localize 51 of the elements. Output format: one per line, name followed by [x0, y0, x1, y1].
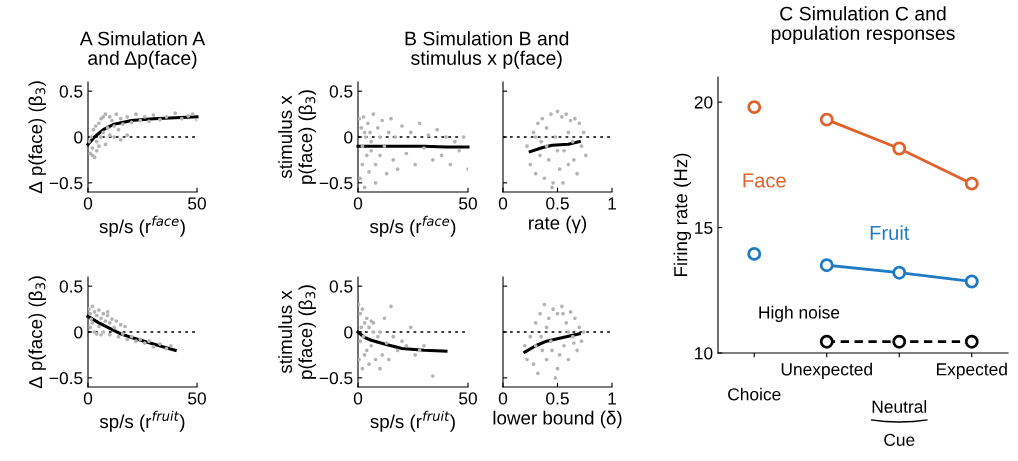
x-tick-label: 0 [83, 197, 93, 210]
x-tick-label: 0 [353, 392, 363, 405]
x-axis-title: sp/s (r$^{fruit}$) [370, 410, 455, 432]
x-axis-title: sp/s (r$^{face}$) [99, 215, 185, 237]
x-tick-label: 50 [459, 392, 477, 405]
y-tick-label: 0.5 [59, 280, 83, 293]
x-tick-label: 0.5 [546, 197, 569, 210]
x-tick-label: 1 [608, 197, 616, 210]
x-tick-label: Expected [936, 362, 1007, 379]
y-axis-title: Firing rate (Hz) [673, 153, 692, 276]
text: Cue [884, 433, 915, 446]
y-tick-label: −0.5 [319, 177, 353, 190]
y-tick-label: 0.5 [329, 85, 353, 98]
text: Face [743, 173, 786, 188]
y-tick-label: 20 [694, 96, 713, 109]
y-axis-title: Δ p(face) (β$_{3}$) [28, 276, 46, 389]
y-tick-label: 0 [344, 326, 353, 339]
x-axis-title: lower bound (δ) [493, 410, 622, 429]
y-tick-label: 10 [695, 347, 713, 360]
x-tick-label: Unexpected [781, 362, 872, 379]
x-tick-label: Choice [728, 387, 781, 401]
x-tick-label: 50 [459, 197, 477, 210]
x-tick-label: 0 [83, 392, 93, 405]
x-axis-title: sp/s (r$^{fruit}$) [99, 410, 185, 432]
y-axis-title: Δ p(face) (β$_{3}$) [28, 81, 46, 194]
series-label: Fruit [870, 225, 910, 241]
x-tick-label: 50 [188, 392, 206, 405]
y-tick-label: −0.5 [49, 177, 83, 190]
y-tick-label: 0 [74, 131, 83, 144]
x-tick-label: 1 [608, 392, 616, 405]
y-tick-label: −0.5 [319, 372, 353, 385]
x-axis-title: sp/s (r$^{face}$) [370, 215, 456, 237]
x-tick-label: 50 [188, 197, 206, 210]
series-label: High noise [759, 305, 840, 323]
x-axis-title: rate (γ) [529, 215, 587, 234]
y-tick-label: 0 [344, 131, 353, 144]
x-tick-label: 0 [498, 392, 508, 405]
y-tick-label: 15 [695, 221, 713, 235]
text: Neutral [872, 400, 927, 413]
y-tick-label: 0.5 [59, 85, 83, 98]
y-axis-title: stimulus x p(face) (β$_{3}$) [278, 285, 316, 379]
y-tick-label: 0 [74, 326, 83, 339]
y-tick-label: 0.5 [329, 280, 353, 293]
y-tick-label: −0.5 [49, 372, 83, 385]
chart-title: A Simulation A and Δp(face) [79, 31, 206, 69]
chart-title: B Simulation B and stimulus x p(face) [405, 31, 569, 69]
x-tick-label: 0.5 [546, 392, 569, 405]
x-tick-label: 0 [498, 197, 508, 210]
x-tick-label: 0 [353, 197, 363, 210]
chart-title: C Simulation C and population responses [771, 6, 955, 44]
y-axis-title: stimulus x p(face) (β$_{3}$) [278, 90, 316, 184]
